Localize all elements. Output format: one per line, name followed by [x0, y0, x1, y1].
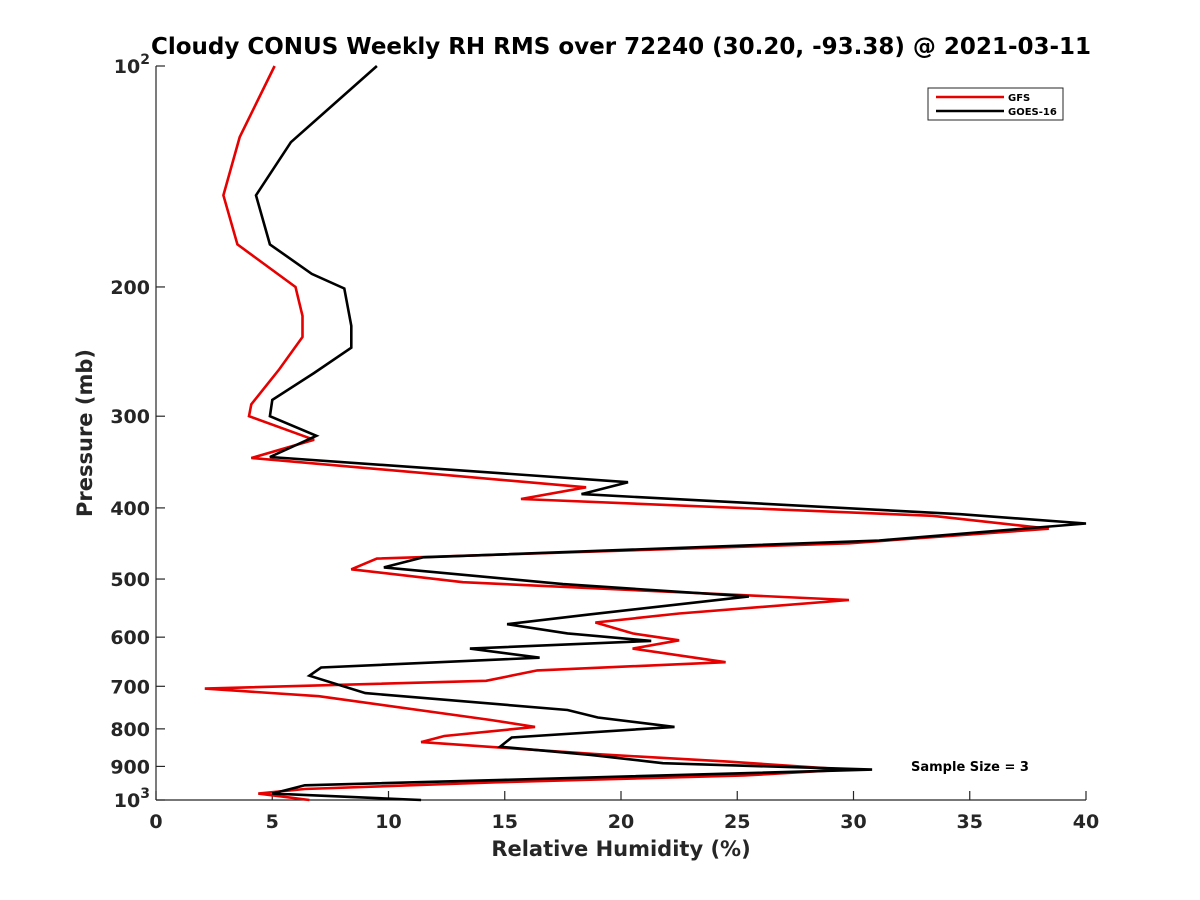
x-tick-label: 20	[608, 811, 634, 833]
y-tick-label: 103	[114, 786, 150, 812]
x-tick-label: 15	[492, 811, 518, 833]
y-tick-label-base: 10	[114, 790, 140, 812]
y-tick-label: 500	[110, 569, 150, 591]
y-tick-label: 200	[110, 277, 150, 299]
series-line-gfs	[204, 65, 1049, 802]
sample-size-annotation: Sample Size = 3	[911, 760, 1029, 775]
y-tick-label: 700	[110, 676, 150, 698]
y-tick-label: 600	[110, 627, 150, 649]
x-tick-label: 0	[149, 811, 162, 833]
y-axis-label: Pressure (mb)	[73, 349, 97, 517]
y-tick-label: 300	[110, 406, 150, 428]
x-tick-label: 35	[957, 811, 983, 833]
y-tick-label: 400	[110, 498, 150, 520]
chart-title: Cloudy CONUS Weekly RH RMS over 72240 (3…	[151, 34, 1091, 60]
x-tick-label: 40	[1073, 811, 1099, 833]
series-layer	[204, 65, 1087, 802]
legend-label-gfs: GFS	[1008, 93, 1030, 104]
x-axis-label: Relative Humidity (%)	[491, 837, 750, 861]
series-line-goes16	[254, 65, 1087, 802]
x-tick-label: 5	[266, 811, 279, 833]
legend-box	[927, 87, 1064, 121]
legend-label-goes16: GOES-16	[1008, 107, 1057, 118]
y-tick-label: 800	[110, 719, 150, 741]
legend: GFS GOES-16	[927, 87, 1064, 121]
y-tick-label-exponent: 3	[140, 786, 150, 802]
x-tick-label: 10	[375, 811, 401, 833]
y-tick-label: 102	[114, 52, 150, 78]
y-tick-label-base: 10	[114, 56, 140, 78]
x-tick-label: 30	[840, 811, 866, 833]
x-axis-ticks: 0 5 10 15 20 25 30 35 40	[149, 791, 1099, 833]
y-tick-label-exponent: 2	[140, 52, 150, 68]
y-tick-label: 900	[110, 756, 150, 778]
x-tick-label: 25	[724, 811, 750, 833]
